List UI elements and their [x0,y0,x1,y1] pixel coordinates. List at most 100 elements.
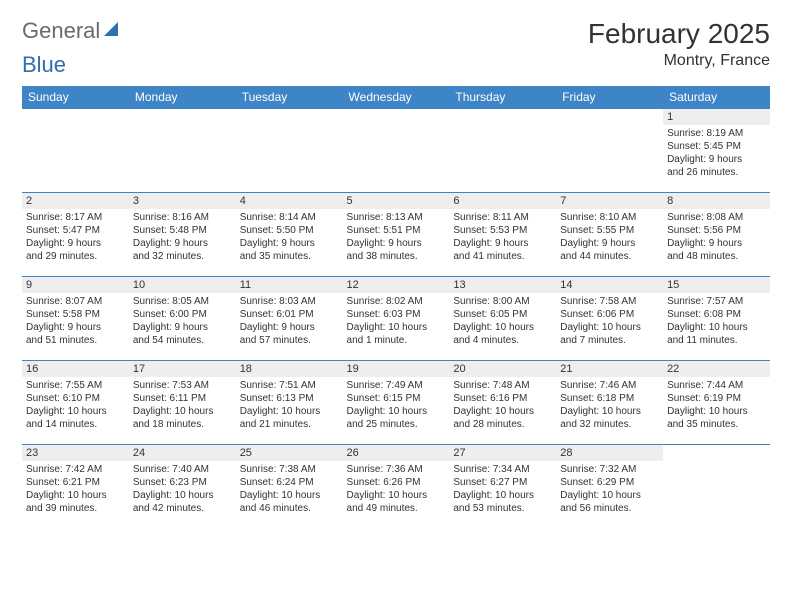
day-number: 20 [449,361,556,377]
weekday-header-row: Sunday Monday Tuesday Wednesday Thursday… [22,86,770,109]
day-details: Sunrise: 7:44 AMSunset: 6:19 PMDaylight:… [663,377,770,435]
day-day2: and 11 minutes. [667,334,766,347]
calendar-cell [129,109,236,193]
day-details: Sunrise: 7:53 AMSunset: 6:11 PMDaylight:… [129,377,236,435]
day-details: Sunrise: 7:36 AMSunset: 6:26 PMDaylight:… [343,461,450,519]
day-number: 15 [663,277,770,293]
day-day1: Daylight: 10 hours [347,321,446,334]
calendar-cell: 15Sunrise: 7:57 AMSunset: 6:08 PMDayligh… [663,277,770,361]
calendar-page: General February 2025 Montry, France Blu… [0,0,792,539]
day-sunset: Sunset: 6:08 PM [667,308,766,321]
day-sunrise: Sunrise: 7:32 AM [560,463,659,476]
day-sunrise: Sunrise: 7:36 AM [347,463,446,476]
day-day1: Daylight: 10 hours [26,489,125,502]
calendar-week-row: 23Sunrise: 7:42 AMSunset: 6:21 PMDayligh… [22,445,770,529]
day-day2: and 48 minutes. [667,250,766,263]
calendar-cell: 3Sunrise: 8:16 AMSunset: 5:48 PMDaylight… [129,193,236,277]
day-details: Sunrise: 7:55 AMSunset: 6:10 PMDaylight:… [22,377,129,435]
calendar-cell: 9Sunrise: 8:07 AMSunset: 5:58 PMDaylight… [22,277,129,361]
calendar-cell [556,109,663,193]
calendar-cell: 16Sunrise: 7:55 AMSunset: 6:10 PMDayligh… [22,361,129,445]
day-sunset: Sunset: 5:53 PM [453,224,552,237]
day-day1: Daylight: 10 hours [133,405,232,418]
day-day2: and 42 minutes. [133,502,232,515]
day-day1: Daylight: 9 hours [667,153,766,166]
day-number: 14 [556,277,663,293]
calendar-cell: 24Sunrise: 7:40 AMSunset: 6:23 PMDayligh… [129,445,236,529]
calendar-cell: 13Sunrise: 8:00 AMSunset: 6:05 PMDayligh… [449,277,556,361]
day-sunrise: Sunrise: 7:44 AM [667,379,766,392]
day-number: 3 [129,193,236,209]
day-details: Sunrise: 7:40 AMSunset: 6:23 PMDaylight:… [129,461,236,519]
calendar-cell: 7Sunrise: 8:10 AMSunset: 5:55 PMDaylight… [556,193,663,277]
calendar-week-row: 2Sunrise: 8:17 AMSunset: 5:47 PMDaylight… [22,193,770,277]
day-day2: and 49 minutes. [347,502,446,515]
day-day2: and 26 minutes. [667,166,766,179]
calendar-cell: 14Sunrise: 7:58 AMSunset: 6:06 PMDayligh… [556,277,663,361]
day-number: 10 [129,277,236,293]
day-day1: Daylight: 9 hours [560,237,659,250]
day-number: 8 [663,193,770,209]
day-number: 13 [449,277,556,293]
day-number: 16 [22,361,129,377]
day-day1: Daylight: 10 hours [347,489,446,502]
day-sunset: Sunset: 6:06 PM [560,308,659,321]
day-number: 19 [343,361,450,377]
day-details: Sunrise: 7:42 AMSunset: 6:21 PMDaylight:… [22,461,129,519]
calendar-week-row: 16Sunrise: 7:55 AMSunset: 6:10 PMDayligh… [22,361,770,445]
day-details: Sunrise: 7:49 AMSunset: 6:15 PMDaylight:… [343,377,450,435]
day-sunrise: Sunrise: 7:38 AM [240,463,339,476]
calendar-cell: 22Sunrise: 7:44 AMSunset: 6:19 PMDayligh… [663,361,770,445]
day-sunset: Sunset: 5:48 PM [133,224,232,237]
day-number: 23 [22,445,129,461]
day-sunset: Sunset: 6:16 PM [453,392,552,405]
day-number: 26 [343,445,450,461]
day-number: 24 [129,445,236,461]
day-number: 11 [236,277,343,293]
day-sunset: Sunset: 6:03 PM [347,308,446,321]
day-sunset: Sunset: 5:55 PM [560,224,659,237]
day-sunrise: Sunrise: 8:16 AM [133,211,232,224]
day-day1: Daylight: 9 hours [133,321,232,334]
day-sunrise: Sunrise: 7:53 AM [133,379,232,392]
day-sunrise: Sunrise: 7:42 AM [26,463,125,476]
day-sunrise: Sunrise: 7:46 AM [560,379,659,392]
day-sunrise: Sunrise: 8:02 AM [347,295,446,308]
day-day1: Daylight: 10 hours [240,489,339,502]
calendar-cell [236,109,343,193]
day-day2: and 1 minute. [347,334,446,347]
day-day1: Daylight: 10 hours [453,321,552,334]
day-sunrise: Sunrise: 8:10 AM [560,211,659,224]
day-day2: and 4 minutes. [453,334,552,347]
day-day1: Daylight: 10 hours [347,405,446,418]
calendar-cell: 6Sunrise: 8:11 AMSunset: 5:53 PMDaylight… [449,193,556,277]
day-sunrise: Sunrise: 7:40 AM [133,463,232,476]
day-day2: and 32 minutes. [560,418,659,431]
day-day1: Daylight: 10 hours [453,489,552,502]
day-sunset: Sunset: 6:10 PM [26,392,125,405]
calendar-cell [22,109,129,193]
day-details: Sunrise: 7:34 AMSunset: 6:27 PMDaylight:… [449,461,556,519]
weekday-header: Sunday [22,86,129,109]
day-day2: and 38 minutes. [347,250,446,263]
day-sunset: Sunset: 6:21 PM [26,476,125,489]
day-day2: and 28 minutes. [453,418,552,431]
day-sunset: Sunset: 5:56 PM [667,224,766,237]
day-day1: Daylight: 9 hours [26,237,125,250]
calendar-cell: 8Sunrise: 8:08 AMSunset: 5:56 PMDaylight… [663,193,770,277]
day-day1: Daylight: 10 hours [26,405,125,418]
day-details: Sunrise: 8:02 AMSunset: 6:03 PMDaylight:… [343,293,450,351]
day-day2: and 44 minutes. [560,250,659,263]
day-details: Sunrise: 8:08 AMSunset: 5:56 PMDaylight:… [663,209,770,267]
day-sunset: Sunset: 6:05 PM [453,308,552,321]
day-number: 25 [236,445,343,461]
day-day2: and 29 minutes. [26,250,125,263]
day-details: Sunrise: 8:14 AMSunset: 5:50 PMDaylight:… [236,209,343,267]
day-number: 1 [663,109,770,125]
day-sunrise: Sunrise: 8:14 AM [240,211,339,224]
day-sunset: Sunset: 6:13 PM [240,392,339,405]
day-number: 7 [556,193,663,209]
day-details: Sunrise: 7:48 AMSunset: 6:16 PMDaylight:… [449,377,556,435]
day-sunset: Sunset: 6:01 PM [240,308,339,321]
day-details: Sunrise: 8:10 AMSunset: 5:55 PMDaylight:… [556,209,663,267]
